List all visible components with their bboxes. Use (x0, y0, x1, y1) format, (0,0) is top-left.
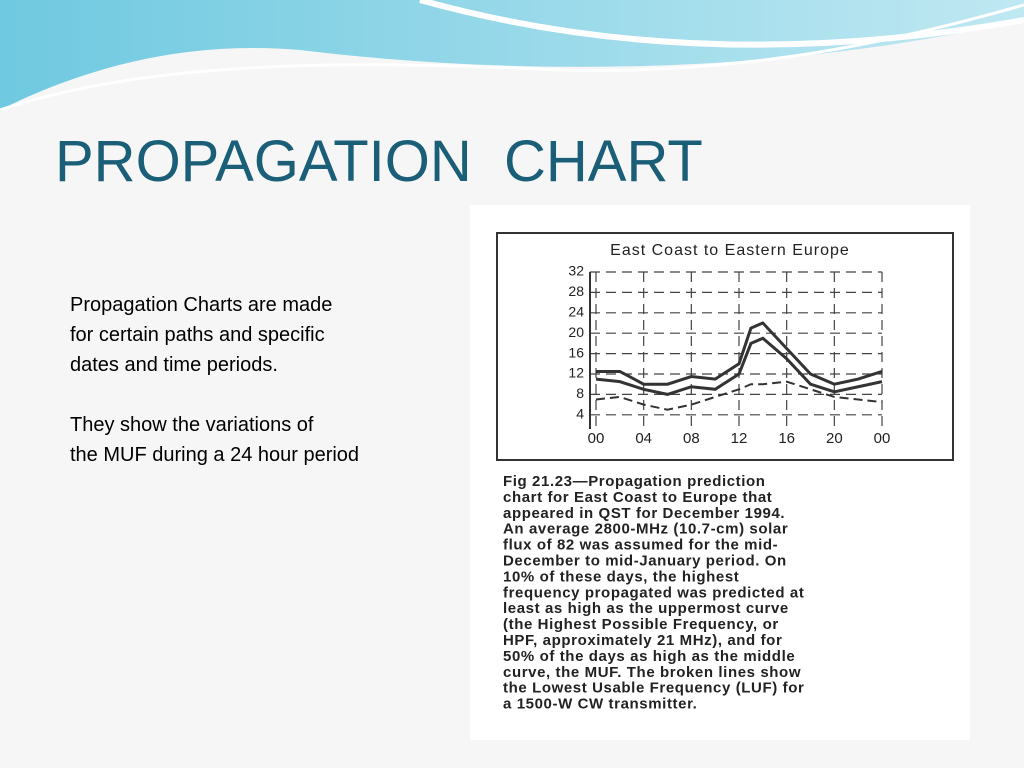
caption-line: the Lowest Usable Frequency (LUF) for (503, 680, 804, 697)
text-line: They show the variations of (70, 414, 314, 436)
line-series (596, 321, 883, 386)
y-tick-label: 12 (568, 365, 584, 381)
caption-line: HPF, approximately 21 MHz), and for (503, 632, 782, 649)
x-tick-label: 12 (731, 430, 748, 447)
body-text: Propagation Charts are made for certain p… (70, 290, 359, 500)
slide-title: PROPAGATION CHART (55, 129, 703, 194)
x-tick-label: 20 (826, 430, 843, 447)
y-tick-label: 8 (576, 385, 584, 401)
header-wave (0, 0, 1024, 112)
caption-line: chart for East Coast to Europe that (503, 489, 772, 506)
caption-line: (the Highest Possible Frequency, or (503, 616, 779, 633)
caption-line: Fig 21.23—Propagation prediction (503, 473, 766, 490)
paragraph: Propagation Charts are made for certain p… (70, 290, 359, 380)
caption-line: curve, the MUF. The broken lines show (503, 664, 801, 681)
caption-line: December to mid-January period. On (503, 552, 787, 569)
y-tick-label: 16 (568, 344, 584, 360)
paragraph: They show the variations of the MUF durin… (70, 410, 359, 470)
y-tick-label: 32 (568, 263, 584, 279)
caption-line: 10% of these days, the highest (503, 568, 739, 585)
caption-line: An average 2800-MHz (10.7-cm) solar (503, 521, 788, 538)
text-line: the MUF during a 24 hour period (70, 444, 360, 466)
x-tick-label: 04 (635, 430, 652, 447)
y-tick-label: 20 (568, 324, 584, 340)
line-series (595, 336, 883, 396)
y-tick-label: 24 (568, 304, 584, 320)
chart-title: East Coast to Eastern Europe (610, 242, 850, 259)
figure-background (470, 205, 970, 740)
caption-line: flux of 82 was assumed for the mid- (503, 537, 778, 554)
text-line: Propagation Charts are made (70, 294, 333, 316)
line-series (595, 380, 883, 411)
x-tick-label: 00 (588, 430, 605, 447)
caption-line: 50% of the days as high as the middle (503, 648, 795, 665)
caption-line: a 1500-W CW transmitter. (503, 696, 697, 713)
text-line: for certain paths and specific (70, 324, 325, 346)
x-tick-label: 16 (778, 430, 795, 447)
x-tick-label: 08 (683, 430, 700, 447)
y-tick-label: 4 (576, 406, 584, 422)
caption-line: appeared in QST for December 1994. (503, 505, 785, 522)
caption-line: least as high as the uppermost curve (503, 600, 789, 617)
y-tick-label: 28 (568, 283, 584, 299)
text-line: dates and time periods. (70, 354, 278, 376)
chart-frame (496, 232, 954, 461)
caption-line: frequency propagated was predicted at (503, 584, 804, 601)
figure: East Coast to Eastern Europe 4 8 12 16 20 24 2… (470, 205, 970, 740)
x-tick-label: 00 (874, 430, 891, 447)
